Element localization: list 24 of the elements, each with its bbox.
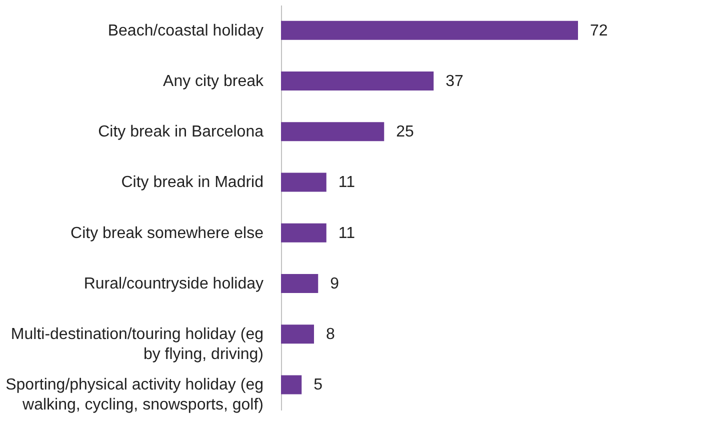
bar <box>281 223 326 242</box>
y-tick-label: Rural/countryside holiday <box>84 275 264 292</box>
bar <box>281 71 434 90</box>
bar <box>281 375 302 394</box>
data-label: 25 <box>396 124 414 141</box>
bar <box>281 324 314 344</box>
y-tick-label: City break in Madrid <box>121 174 264 192</box>
data-label: 11 <box>338 174 356 192</box>
bar <box>281 122 384 142</box>
data-label: 5 <box>314 376 323 394</box>
y-tick-label: City break somewhere else <box>70 224 264 242</box>
y-tick-label: Sporting/physical activity holiday (eg walking, cycling, snowsports, golf) <box>6 376 264 414</box>
data-label: 9 <box>330 275 340 292</box>
y-tick-label: Beach/coastal holiday <box>108 22 264 40</box>
bar <box>281 20 578 40</box>
y-tick-label: City break in Barcelona <box>98 124 264 141</box>
data-label: 8 <box>326 326 335 344</box>
data-label: 37 <box>446 72 464 90</box>
data-label: 11 <box>338 224 356 242</box>
bar <box>281 274 318 293</box>
y-tick-label: Multi-destination/touring holiday (eg by flying, driving) <box>10 326 264 364</box>
data-label: 72 <box>590 22 608 40</box>
y-tick-label: Any city break <box>163 72 264 90</box>
bar <box>281 172 326 192</box>
